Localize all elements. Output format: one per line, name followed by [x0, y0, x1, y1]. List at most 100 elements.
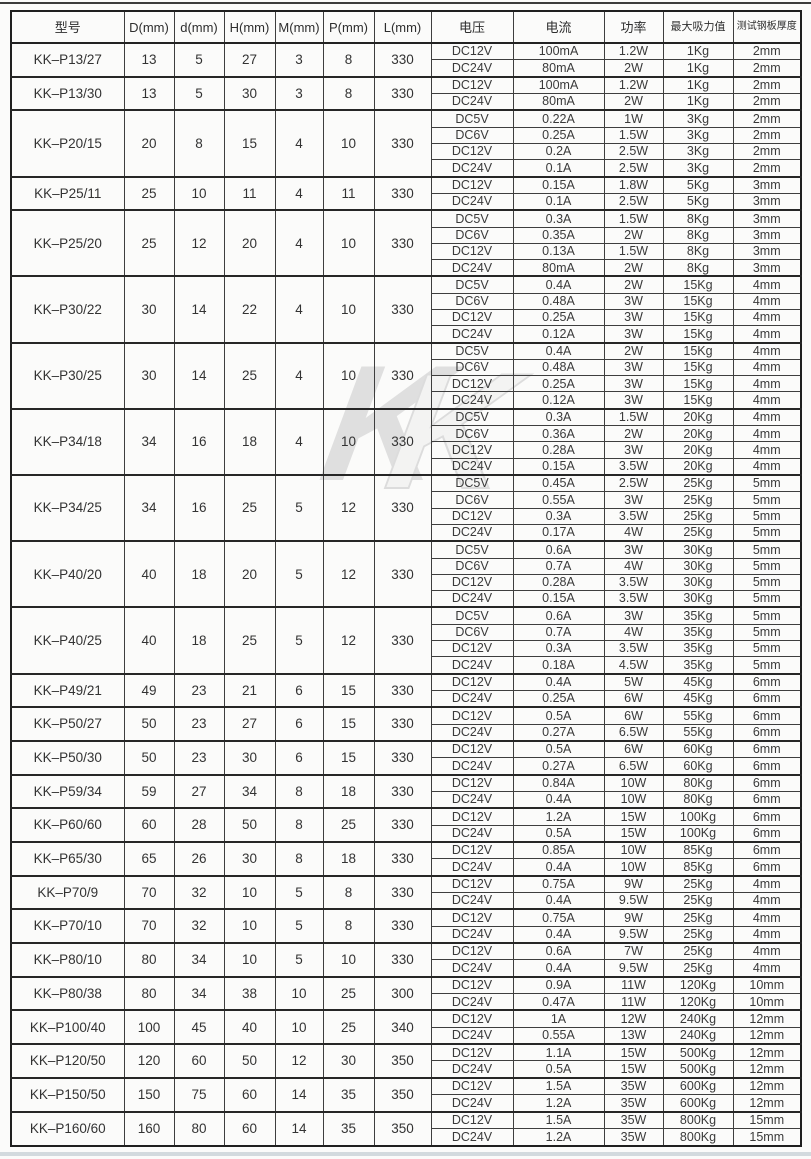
current-cell: 0.1A: [512, 159, 605, 178]
dimension-cell: 4: [274, 407, 324, 476]
dimension-cell: 300: [373, 975, 432, 1011]
voltage-cell: DC24V: [430, 1026, 514, 1045]
plate-thickness-cell: 5mm: [732, 557, 802, 575]
dimension-cell: 350: [373, 1076, 432, 1112]
spec-row: KK–P60/60 60 28 50 8 25 330 DC12V 1.2A 15W 100Kg 6m…: [10, 807, 802, 843]
dimension-cell: 330: [373, 739, 432, 776]
current-cell: 0.13A: [512, 242, 605, 261]
dimension-cell: 10: [223, 942, 276, 978]
dimension-cell: 25: [123, 175, 175, 211]
dimension-cell: 10: [322, 209, 375, 277]
max-force-cell: 800Kg: [662, 1110, 734, 1129]
current-cell: 0.3A: [512, 507, 605, 525]
spec-row: DC12V 0.25A 3W 15Kg 4mm: [11, 309, 802, 327]
max-force-cell: 25Kg: [662, 892, 734, 910]
voltage-cell: DC12V: [430, 942, 514, 961]
current-cell: 1.1A: [512, 1043, 605, 1062]
power-cell: 10W: [603, 858, 664, 877]
column-header-10: 最大吸力值: [662, 10, 734, 44]
spec-row: KK–P13/27 13 5 27 3 8 330 DC12V 100mA 1.2W 1Kg 2mm: [10, 42, 802, 78]
plate-thickness-cell: 5mm: [732, 507, 802, 525]
max-force-cell: 35Kg: [662, 623, 734, 641]
dimension-cell: 160: [123, 1110, 175, 1147]
max-force-cell: 15Kg: [662, 309, 734, 327]
power-cell: 3.5W: [603, 590, 664, 608]
dimension-cell: 25: [322, 975, 375, 1011]
dimension-cell: 32: [173, 908, 225, 944]
plate-thickness-cell: 4mm: [732, 925, 802, 944]
spec-row: KK–P25/20 25 12 20 4 10 330 DC5V 0.3A 1.5W 8Kg 3mm: [10, 209, 802, 277]
dimension-cell: 30: [322, 1043, 375, 1079]
spec-row: KK–P13/30 13 5 30 3 8 330 DC12V 100mA 1.2W 1Kg 2mm: [10, 75, 802, 111]
model-cell: KK–P40/25: [10, 606, 125, 675]
current-cell: 0.4A: [512, 892, 605, 910]
model-cell: KK–P34/25: [10, 473, 125, 542]
dimension-cell: 45: [173, 1009, 225, 1045]
current-cell: 0.7A: [512, 557, 605, 575]
spec-row: DC6V 0.36A 2W 20Kg 4mm: [11, 425, 802, 443]
dimension-cell: 330: [373, 807, 432, 843]
column-header-5: P(mm): [322, 10, 375, 44]
voltage-cell: DC6V: [430, 491, 514, 509]
spec-row: DC24V 0.27A 6.5W 55Kg 6mm: [11, 723, 802, 742]
voltage-cell: DC24V: [430, 689, 514, 708]
voltage-cell: DC24V: [430, 192, 514, 211]
max-force-cell: 15Kg: [662, 275, 734, 294]
dimension-cell: 25: [123, 209, 175, 277]
max-force-cell: 1Kg: [662, 93, 734, 111]
dimension-cell: 100: [123, 1009, 175, 1045]
dimension-cell: 5: [173, 42, 225, 78]
dimension-cell: 25: [223, 473, 276, 542]
dimension-cell: 12: [322, 606, 375, 675]
plate-thickness-cell: 12mm: [732, 1076, 802, 1096]
plate-thickness-cell: 4mm: [732, 275, 802, 294]
spec-row: KK–P30/25 30 14 25 4 10 330 DC5V 0.4A 2W 15Kg 4mm: [10, 341, 802, 410]
column-header-1: D(mm): [123, 10, 175, 44]
plate-thickness-cell: 4mm: [732, 341, 802, 360]
dimension-cell: 8: [274, 841, 324, 877]
dimension-cell: 50: [123, 739, 175, 776]
current-cell: 0.48A: [512, 358, 605, 377]
voltage-cell: DC5V: [430, 341, 514, 360]
max-force-cell: 25Kg: [662, 874, 734, 894]
dimension-cell: 330: [373, 109, 432, 178]
spec-row: DC12V 0.3A 3.5W 35Kg 5mm: [11, 639, 802, 658]
plate-thickness-cell: 3mm: [732, 226, 802, 244]
plate-thickness-cell: 5mm: [732, 639, 802, 658]
spec-row: DC12V 0.25A 3W 15Kg 4mm: [11, 375, 802, 393]
current-cell: 0.5A: [512, 739, 605, 759]
max-force-cell: 1Kg: [662, 75, 734, 95]
voltage-cell: DC24V: [430, 993, 514, 1011]
model-cell: KK–P80/38: [10, 975, 125, 1011]
voltage-cell: DC12V: [430, 309, 514, 327]
dimension-cell: 12: [322, 473, 375, 542]
dimension-cell: 40: [123, 606, 175, 675]
spec-row: KK–P65/30 65 26 30 8 18 330 DC12V 0.85A 10W 85Kg 6m…: [10, 841, 802, 877]
dimension-cell: 350: [373, 1110, 432, 1147]
model-cell: KK–P13/27: [10, 42, 125, 78]
dimension-cell: 4: [274, 275, 324, 344]
plate-thickness-cell: 6mm: [732, 824, 802, 843]
dimension-cell: 32: [173, 874, 225, 910]
dimension-cell: 50: [223, 1043, 276, 1079]
power-cell: 1.8W: [603, 175, 664, 194]
dimension-cell: 30: [123, 275, 175, 344]
current-cell: 1.2A: [512, 1127, 605, 1147]
power-cell: 10W: [603, 790, 664, 809]
dimension-cell: 330: [373, 341, 432, 410]
voltage-cell: DC12V: [430, 1043, 514, 1062]
dimension-cell: 10: [173, 175, 225, 211]
current-cell: 0.25A: [512, 309, 605, 327]
voltage-cell: DC24V: [430, 1094, 514, 1112]
power-cell: 2W: [603, 59, 664, 78]
power-cell: 15W: [603, 1043, 664, 1062]
spec-row: DC24V 0.5A 15W 500Kg 12mm: [11, 1060, 802, 1079]
spec-row: DC24V 0.25A 6W 45Kg 6mm: [11, 689, 802, 708]
plate-thickness-cell: 5mm: [732, 590, 802, 608]
max-force-cell: 25Kg: [662, 908, 734, 927]
dimension-cell: 11: [223, 175, 276, 211]
dimension-cell: 80: [123, 942, 175, 978]
current-cell: 0.9A: [512, 975, 605, 995]
voltage-cell: DC5V: [430, 109, 514, 128]
plate-thickness-cell: 12mm: [732, 1026, 802, 1045]
